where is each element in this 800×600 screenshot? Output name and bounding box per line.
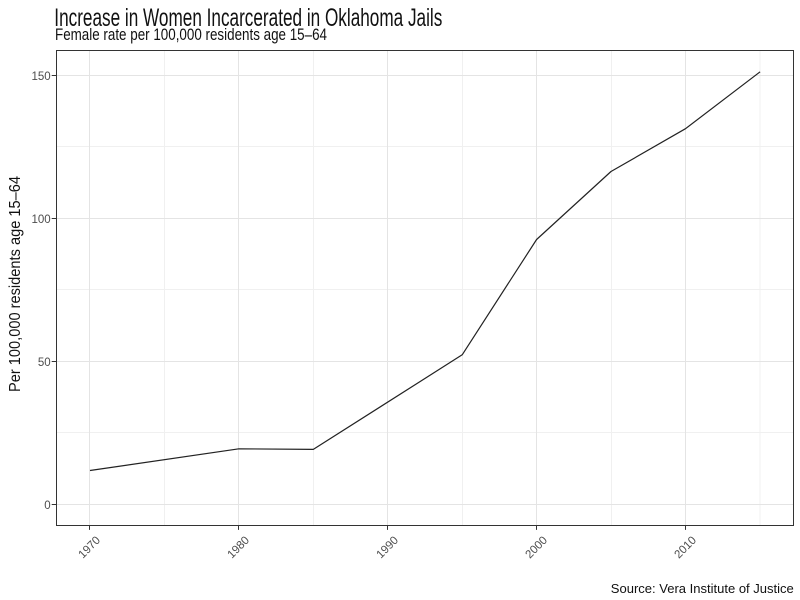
svg-text:50: 50 [38, 357, 51, 369]
svg-text:100: 100 [32, 214, 51, 226]
svg-text:Source: Vera Institute of Just: Source: Vera Institute of Justice [611, 581, 794, 596]
svg-text:150: 150 [32, 71, 51, 83]
svg-text:0: 0 [44, 500, 50, 512]
svg-text:Increase in Women Incarcerated: Increase in Women Incarcerated in Oklaho… [54, 4, 442, 32]
svg-text:Female rate per 100,000 reside: Female rate per 100,000 residents age 15… [55, 25, 327, 44]
svg-text:Per 100,000 residents age 15–6: Per 100,000 residents age 15–64 [7, 176, 24, 392]
